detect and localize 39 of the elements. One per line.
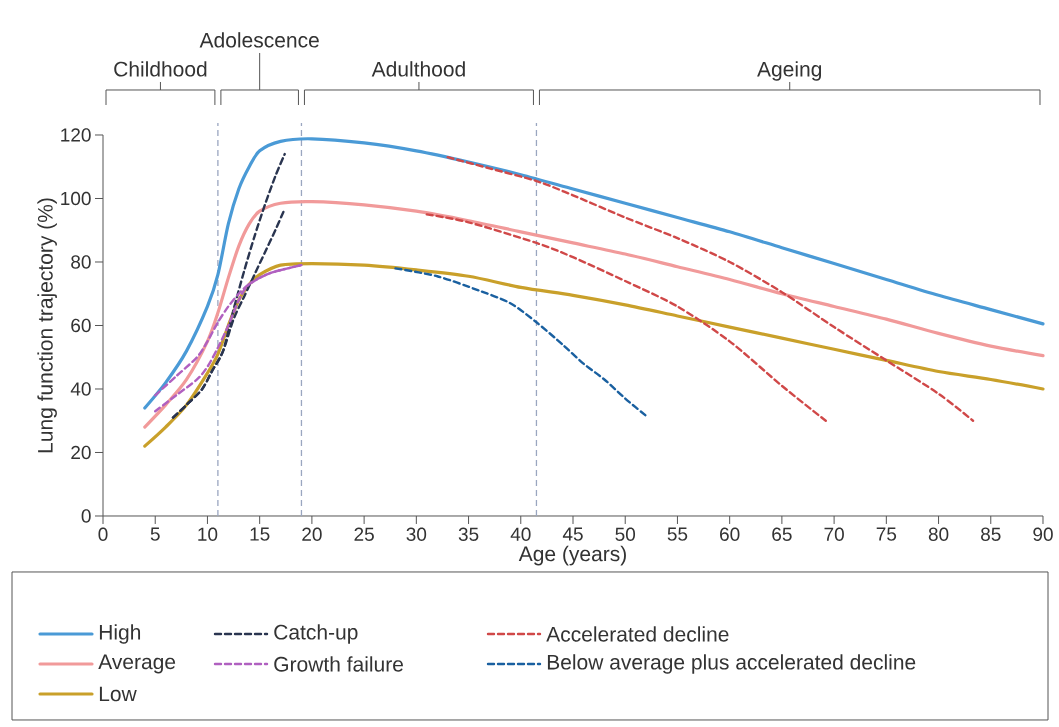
text: Childhood: [114, 61, 207, 77]
legend-label: Below average plus accelerated decline: [547, 654, 916, 674]
y-tick-label: 20: [71, 445, 91, 460]
y-axis-title: Lung function trajectory (%): [37, 198, 57, 453]
x-tick-label: 70: [824, 527, 844, 541]
x-tick-label: 85: [981, 527, 1001, 541]
y-tick-label: 0: [81, 509, 91, 523]
x-tick-label: 50: [615, 527, 636, 541]
x-tick-label: 65: [772, 527, 792, 541]
legend-label: High: [99, 624, 141, 644]
text: Adolescence: [199, 32, 319, 48]
x-tick-label: 55: [667, 527, 688, 541]
legend-label: Growth failure: [274, 656, 403, 672]
y-tick-label: 60: [71, 318, 91, 333]
x-tick-label: 75: [876, 527, 897, 541]
x-tick-label: 10: [198, 527, 218, 541]
y-tick-label: 40: [70, 382, 91, 396]
text: Ageing: [757, 61, 822, 81]
x-tick-label: 90: [1033, 527, 1053, 541]
legend-label: Low: [99, 686, 137, 702]
x-tick-label: 30: [406, 527, 427, 541]
x-tick-label: 15: [250, 527, 270, 541]
y-tick-label: 100: [61, 191, 91, 206]
x-tick-label: 25: [354, 527, 374, 541]
x-tick-label: 60: [720, 527, 740, 541]
legend-label: Average: [98, 654, 176, 674]
x-tick-label: 40: [510, 527, 531, 541]
legend-label: Catch-up: [274, 624, 358, 644]
x-tick-label: 35: [458, 527, 479, 541]
x-tick-label: 20: [302, 527, 322, 541]
y-tick-label: 80: [71, 255, 91, 269]
x-tick-label: 45: [562, 527, 583, 541]
x-tick-label: 80: [928, 527, 949, 541]
x-tick-label: 5: [150, 527, 160, 541]
x-axis-title: Age (years): [518, 545, 626, 566]
legend-label: Accelerated decline: [546, 626, 729, 642]
text: Adulthood: [371, 61, 465, 77]
y-tick-label: 120: [61, 128, 91, 142]
x-tick-label: 0: [98, 527, 108, 541]
